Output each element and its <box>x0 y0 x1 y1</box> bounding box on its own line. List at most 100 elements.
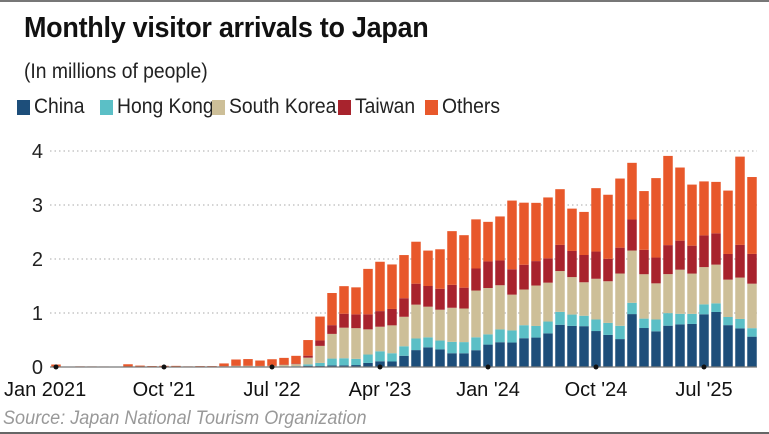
bar-others <box>687 184 697 246</box>
bar-taiwan <box>627 219 637 251</box>
bar-hong-kong <box>579 315 589 327</box>
bar-others <box>711 181 721 234</box>
bar-stack-2023-05 <box>387 264 397 367</box>
bar-others <box>279 357 289 365</box>
bar-stack-2024-07 <box>555 189 565 367</box>
bar-others <box>591 188 601 252</box>
bar-others <box>207 366 217 367</box>
bar-south-korea <box>363 329 373 355</box>
y-axis: 0 1 2 3 4 <box>32 141 43 379</box>
x-tick-label: Jul '25 <box>675 379 732 401</box>
bar-others <box>423 250 433 286</box>
legend-label-others: Others <box>442 95 500 118</box>
bar-south-korea <box>735 277 745 319</box>
bar-south-korea <box>351 328 361 359</box>
bar-china <box>747 336 757 367</box>
bar-stack-2024-02 <box>495 216 505 367</box>
bar-others <box>243 359 253 366</box>
x-tick-label: Apr '23 <box>349 379 412 401</box>
bar-others <box>123 364 133 367</box>
bar-others <box>735 156 745 245</box>
bar-china <box>615 339 625 367</box>
bar-hong-kong <box>483 334 493 345</box>
bar-taiwan <box>423 286 433 307</box>
bar-taiwan <box>735 244 745 278</box>
bar-taiwan <box>483 261 493 288</box>
legend-label-taiwan: Taiwan <box>355 95 416 118</box>
legend-swatch-hong-kong <box>100 99 113 115</box>
bar-stack-2024-01 <box>483 221 493 367</box>
bar-others <box>723 190 733 254</box>
x-tick-label: Oct '24 <box>565 379 628 401</box>
bar-others <box>351 287 361 315</box>
bar-taiwan <box>363 314 373 330</box>
bar-stack-2025-10 <box>735 156 745 367</box>
bar-south-korea <box>387 325 397 354</box>
bar-taiwan <box>579 255 589 283</box>
bar-taiwan <box>747 253 757 284</box>
bar-hong-kong <box>387 353 397 362</box>
bar-others <box>507 200 517 270</box>
bar-others <box>327 293 337 326</box>
bar-stack-2025-04 <box>663 155 673 367</box>
bar-stack-2025-07 <box>699 181 709 367</box>
y-tick-label: 4 <box>32 141 43 163</box>
bar-china <box>303 365 313 367</box>
bar-hong-kong <box>555 311 565 325</box>
bar-south-korea <box>603 281 613 323</box>
bar-others <box>675 167 685 241</box>
bar-south-korea <box>531 285 541 326</box>
bar-hong-kong <box>711 303 721 312</box>
bar-south-korea <box>483 287 493 335</box>
bar-others <box>471 219 481 269</box>
bar-stack-2025-03 <box>651 178 661 367</box>
bar-others <box>483 221 493 262</box>
bar-stack-2025-06 <box>687 184 697 367</box>
bar-others <box>447 231 457 285</box>
bar-others <box>435 249 445 289</box>
bar-south-korea <box>639 274 649 319</box>
bar-hong-kong <box>423 337 433 348</box>
bar-taiwan <box>351 314 361 329</box>
bar-south-korea <box>747 283 757 329</box>
bar-stack-2023-07 <box>411 241 421 367</box>
bar-others <box>303 340 313 356</box>
bar-stack-2022-11 <box>315 316 325 367</box>
bar-hong-kong <box>459 342 469 354</box>
bar-others <box>399 255 409 299</box>
bar-hong-kong <box>723 316 733 326</box>
bar-taiwan <box>555 244 565 272</box>
bar-others <box>639 191 649 250</box>
bar-hong-kong <box>507 330 517 343</box>
legend-label-hong-kong: Hong Kong <box>117 95 214 118</box>
x-tick-dot <box>485 364 491 370</box>
legend-item-hong-kong: Hong Kong <box>100 95 222 119</box>
bar-south-korea <box>627 250 637 303</box>
x-tick-label: Jan '24 <box>456 379 520 401</box>
bar-stack-2025-05 <box>675 167 685 367</box>
bar-south-korea <box>579 282 589 316</box>
bar-china <box>687 323 697 367</box>
bar-stack-2024-12 <box>615 178 625 367</box>
bar-hong-kong <box>663 313 673 326</box>
bar-hong-kong <box>471 337 481 351</box>
x-tick-label: Jan 2021 <box>4 379 86 401</box>
y-tick-label: 3 <box>32 195 43 217</box>
bar-china <box>375 361 385 367</box>
bar-south-korea <box>243 365 253 367</box>
bar-south-korea <box>327 333 337 359</box>
bar-china <box>471 350 481 367</box>
bar-china <box>507 342 517 367</box>
x-tick-dot <box>161 364 167 370</box>
bars <box>51 155 757 367</box>
bar-taiwan <box>303 355 313 358</box>
legend-swatch-south-korea <box>212 99 225 115</box>
bar-stack-2022-12 <box>327 293 337 367</box>
bar-taiwan <box>339 313 349 328</box>
bar-taiwan <box>399 298 409 317</box>
bar-taiwan <box>675 240 685 270</box>
bar-taiwan <box>447 284 457 308</box>
bar-south-korea <box>303 357 313 365</box>
bar-stack-2022-05 <box>243 359 253 367</box>
bar-china <box>363 362 373 367</box>
